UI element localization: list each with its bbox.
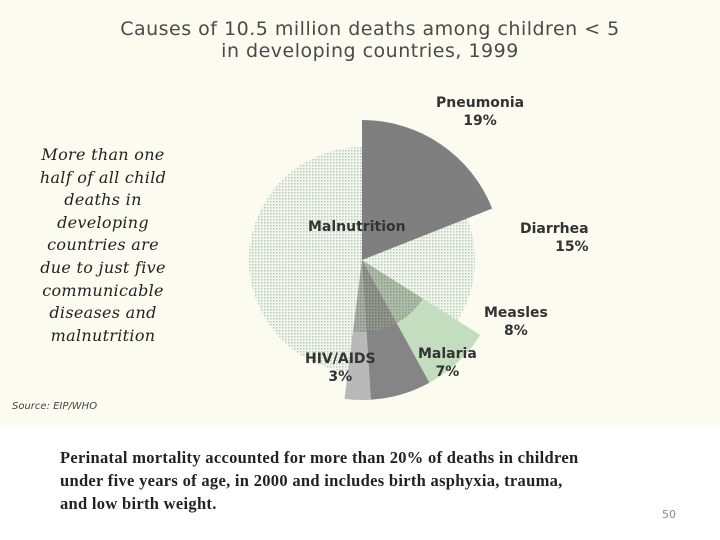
side-note-line: developing [57, 212, 149, 232]
pie-chart [249, 119, 493, 400]
caption-line: and low birth weight. [60, 494, 217, 513]
caption-line: under five years of age, in 2000 and inc… [60, 471, 563, 490]
label-hiv-aids: HIV/AIDS 3% [305, 350, 376, 386]
label-diarrhea-name: Diarrhea [520, 221, 589, 237]
side-note-line: malnutrition [50, 325, 156, 345]
label-malaria-name: Malaria [418, 346, 477, 362]
label-malnutrition: Malnutrition [308, 219, 406, 235]
pie-slice-pneumonia [362, 119, 493, 260]
side-note-line: half of all child [39, 167, 167, 187]
label-measles-name: Measles [484, 305, 548, 321]
label-malaria: Malaria 7% [418, 345, 477, 381]
chart-title-line: Causes of 10.5 million deaths among chil… [120, 18, 620, 40]
chart-figure: Causes of 10.5 million deaths among chil… [0, 0, 720, 425]
source-note: Source: EIP/WHO [12, 401, 98, 412]
pie-overlap-region [353, 260, 423, 332]
caption-line: Perinatal mortality accounted for more t… [60, 448, 579, 467]
label-diarrhea-value: 15% [555, 239, 589, 255]
chart-subtitle: in developing countries, 1999 [221, 40, 519, 62]
side-note-line: communicable [42, 280, 164, 300]
caption-text: Perinatal mortality accounted for more t… [60, 446, 680, 515]
label-pneumonia-name: Pneumonia [436, 95, 525, 111]
label-malaria-value: 7% [435, 364, 460, 380]
label-hiv-aids-value: 3% [328, 369, 353, 385]
label-measles: Measles 8% [484, 304, 548, 340]
side-note-line: due to just five [40, 257, 166, 277]
label-pneumonia: Pneumonia 19% [436, 94, 524, 130]
label-diarrhea: Diarrhea 15% [520, 220, 589, 256]
chart-title: Causes of 10.5 million deaths among chil… [55, 18, 685, 62]
side-note: More than one half of all child deaths i… [18, 144, 188, 347]
side-note-line: deaths in [64, 190, 142, 210]
side-note-line: More than one [41, 145, 165, 164]
label-measles-value: 8% [504, 323, 528, 339]
label-hiv-aids-name: HIV/AIDS [305, 351, 376, 367]
side-note-line: diseases and [49, 303, 157, 323]
side-note-line: countries are [47, 235, 159, 255]
label-pneumonia-value: 19% [463, 113, 497, 129]
page-number: 50 [662, 508, 676, 521]
